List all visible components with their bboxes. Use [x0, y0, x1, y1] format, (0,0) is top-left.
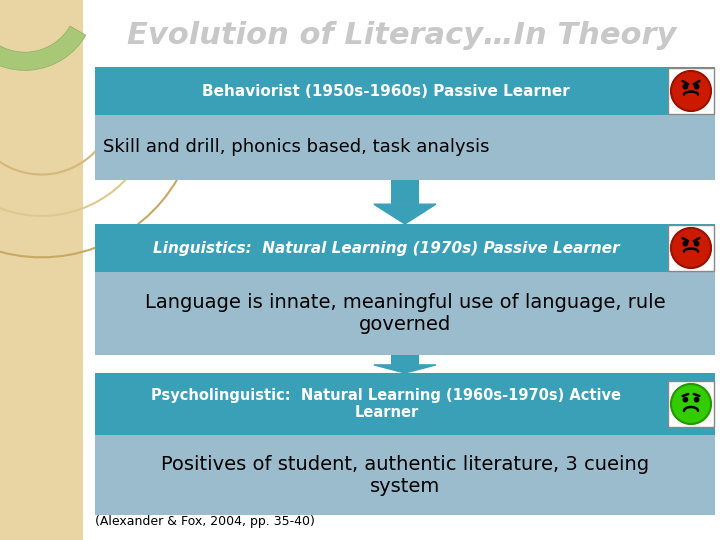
- Text: Skill and drill, phonics based, task analysis: Skill and drill, phonics based, task ana…: [103, 138, 490, 157]
- Text: Linguistics:  Natural Learning (1970s) Passive Learner: Linguistics: Natural Learning (1970s) Pa…: [153, 240, 620, 255]
- Circle shape: [694, 397, 699, 402]
- Bar: [95, 272, 715, 355]
- Text: Evolution of Literacy…In Theory: Evolution of Literacy…In Theory: [127, 21, 676, 50]
- Polygon shape: [374, 204, 436, 224]
- Circle shape: [671, 71, 711, 111]
- Bar: [95, 224, 715, 272]
- Text: Psycholinguistic:  Natural Learning (1960s-1970s) Active
Learner: Psycholinguistic: Natural Learning (1960…: [151, 388, 621, 420]
- Bar: [95, 115, 715, 180]
- Wedge shape: [0, 26, 86, 70]
- Bar: [391, 355, 419, 365]
- Bar: [95, 373, 715, 435]
- Text: (Alexander & Fox, 2004, pp. 35-40): (Alexander & Fox, 2004, pp. 35-40): [95, 515, 315, 528]
- Bar: [668, 381, 714, 427]
- Bar: [391, 180, 419, 204]
- Text: Positives of student, authentic literature, 3 cueing
system: Positives of student, authentic literatu…: [161, 455, 649, 496]
- Circle shape: [671, 384, 711, 424]
- Circle shape: [671, 228, 711, 268]
- Bar: [95, 67, 715, 115]
- Bar: [668, 225, 714, 271]
- Text: Behaviorist (1950s-1960s) Passive Learner: Behaviorist (1950s-1960s) Passive Learne…: [202, 84, 570, 98]
- Bar: [95, 435, 715, 515]
- Circle shape: [694, 84, 699, 89]
- Bar: [0, 0, 83, 540]
- Circle shape: [683, 397, 688, 402]
- Circle shape: [683, 84, 688, 89]
- Circle shape: [683, 241, 688, 246]
- Bar: [83, 0, 720, 540]
- Circle shape: [694, 241, 699, 246]
- Polygon shape: [374, 365, 436, 373]
- Bar: [668, 68, 714, 114]
- Text: Language is innate, meaningful use of language, rule
governed: Language is innate, meaningful use of la…: [145, 293, 665, 334]
